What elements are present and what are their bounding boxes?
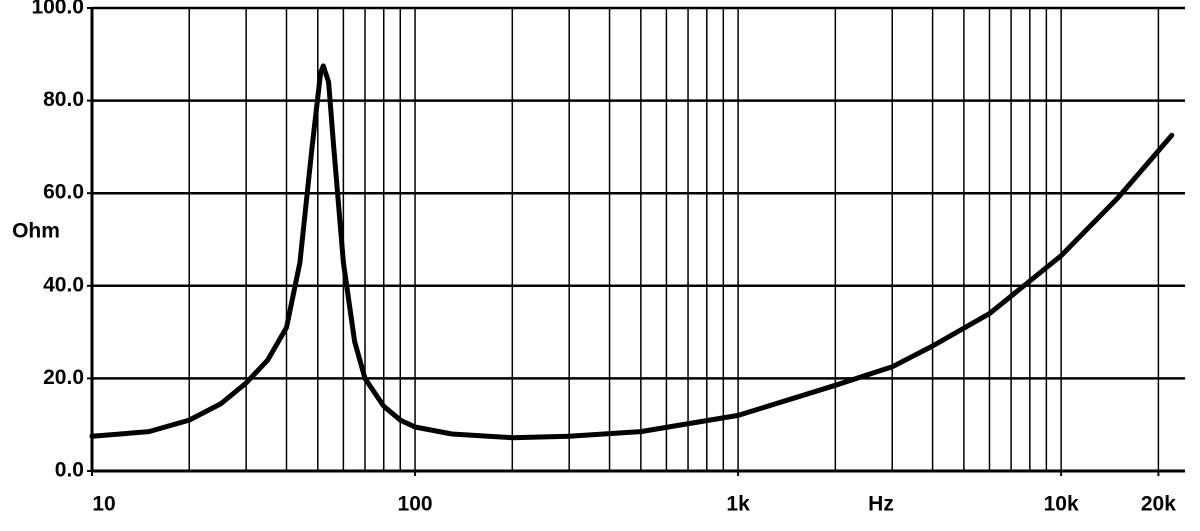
y-tick-label: 0.0 xyxy=(55,459,84,482)
x-tick-label: 10k xyxy=(1044,493,1079,516)
x-tick-label: 1k xyxy=(726,493,750,516)
y-tick-label: 60.0 xyxy=(43,181,84,204)
y-tick-label: 100.0 xyxy=(31,0,84,19)
y-tick-label: 20.0 xyxy=(43,366,84,389)
x-axis-label: Hz xyxy=(868,493,894,516)
impedance-curve xyxy=(89,63,1175,441)
y-axis-label: Ohm xyxy=(12,220,60,243)
y-tick-label: 80.0 xyxy=(43,88,84,111)
x-tick-label: 100 xyxy=(398,493,433,516)
x-tick-label: 10 xyxy=(92,493,115,516)
y-tick-label: 40.0 xyxy=(43,273,84,296)
x-tick-label: 20k xyxy=(1141,493,1176,516)
